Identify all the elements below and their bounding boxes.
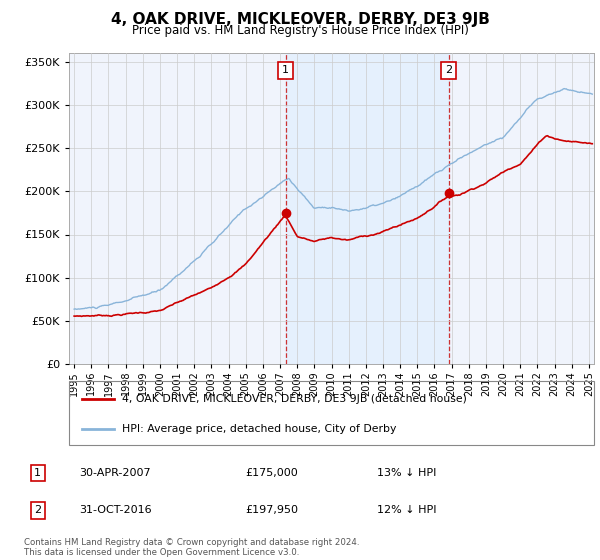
Bar <box>286 53 449 364</box>
Text: 30-APR-2007: 30-APR-2007 <box>79 468 151 478</box>
Text: Price paid vs. HM Land Registry's House Price Index (HPI): Price paid vs. HM Land Registry's House … <box>131 24 469 38</box>
Text: 4, OAK DRIVE, MICKLEOVER, DERBY, DE3 9JB (detached house): 4, OAK DRIVE, MICKLEOVER, DERBY, DE3 9JB… <box>121 394 466 404</box>
Text: 4, OAK DRIVE, MICKLEOVER, DERBY, DE3 9JB: 4, OAK DRIVE, MICKLEOVER, DERBY, DE3 9JB <box>110 12 490 27</box>
Text: £175,000: £175,000 <box>245 468 298 478</box>
Text: Contains HM Land Registry data © Crown copyright and database right 2024.
This d: Contains HM Land Registry data © Crown c… <box>24 538 359 557</box>
Text: 12% ↓ HPI: 12% ↓ HPI <box>377 506 437 515</box>
Text: HPI: Average price, detached house, City of Derby: HPI: Average price, detached house, City… <box>121 424 396 434</box>
Text: £197,950: £197,950 <box>245 506 298 515</box>
Text: 2: 2 <box>34 506 41 515</box>
Text: 31-OCT-2016: 31-OCT-2016 <box>79 506 152 515</box>
Text: 1: 1 <box>282 66 289 76</box>
Text: 13% ↓ HPI: 13% ↓ HPI <box>377 468 437 478</box>
Text: 2: 2 <box>445 66 452 76</box>
Text: 1: 1 <box>34 468 41 478</box>
